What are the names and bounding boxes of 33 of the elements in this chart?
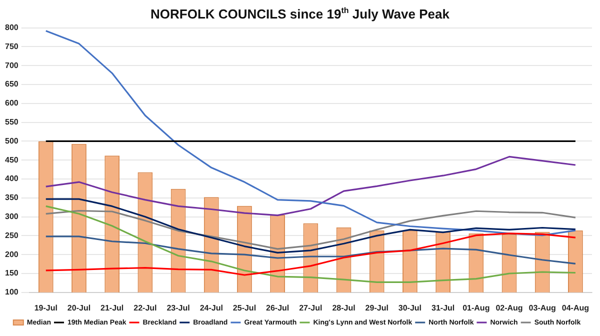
y-tick-label: 450 — [4, 155, 19, 164]
x-tick-label: 23-Jul — [166, 303, 190, 312]
y-tick-label: 100 — [4, 288, 19, 297]
y-tick-label: 650 — [4, 80, 19, 89]
y-tick-label: 400 — [4, 174, 19, 184]
x-tick-label: 19-Jul — [34, 303, 58, 312]
x-tick-label: 03-Aug — [528, 303, 556, 312]
y-tick-label: 500 — [4, 136, 19, 146]
y-tick-label: 250 — [4, 230, 19, 240]
y-tick-label: 600 — [4, 98, 19, 108]
y-tick-label: 200 — [4, 250, 19, 259]
x-tick-label: 27-Jul — [299, 303, 322, 312]
x-tick-label: 28-Jul — [332, 303, 356, 312]
y-tick-label: 550 — [4, 118, 19, 127]
x-tick-label: 22-Jul — [134, 303, 157, 312]
x-tick-label: 02-Aug — [496, 303, 523, 312]
x-tick-label: 30-Jul — [398, 303, 422, 312]
x-tick-label: 20-Jul — [67, 303, 91, 312]
x-tick-label: 31-Jul — [432, 303, 455, 312]
x-tick-label: 01-Aug — [462, 303, 490, 312]
x-tick-label: 04-Aug — [562, 303, 590, 312]
x-tick-label: 26-Jul — [266, 303, 290, 312]
y-tick-label: 700 — [4, 60, 19, 70]
y-tick-label: 350 — [4, 193, 19, 202]
x-tick-label: 24-Jul — [200, 303, 223, 312]
y-tick-label: 300 — [4, 212, 19, 222]
y-tick-label: 800 — [4, 23, 19, 32]
x-tick-label: 25-Jul — [232, 303, 256, 312]
y-tick-label: 150 — [4, 268, 19, 278]
chart-title: NORFOLK COUNCILS since 19$^{th}$ July Wave Peak — [150, 5, 450, 22]
x-tick-label: 21-Jul — [100, 303, 124, 312]
x-tick-label: 29-Jul — [365, 303, 388, 312]
y-tick-label: 750 — [4, 42, 19, 51]
